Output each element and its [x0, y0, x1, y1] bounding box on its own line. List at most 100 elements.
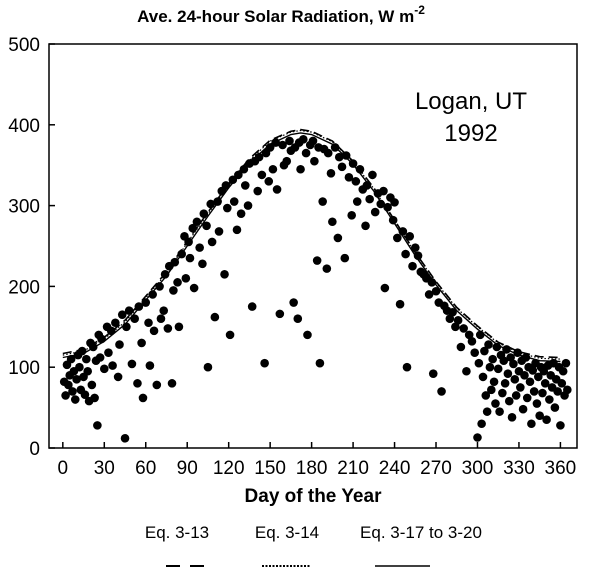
observed-point — [352, 197, 362, 206]
legend-label: Eq. 3-14 — [255, 523, 319, 542]
observed-points — [59, 135, 572, 443]
observed-point — [80, 390, 90, 399]
observed-point — [272, 185, 282, 194]
observed-point — [312, 256, 322, 265]
x-tick-label: 180 — [296, 458, 328, 479]
observed-point — [500, 379, 510, 388]
observed-point — [149, 326, 159, 336]
observed-point — [511, 391, 521, 400]
series-line-dashed — [62, 128, 561, 359]
observed-point — [315, 358, 325, 368]
observed-point — [293, 314, 303, 324]
observed-point — [467, 337, 477, 346]
y-tick-label: 200 — [8, 277, 40, 298]
observed-point — [499, 356, 509, 366]
observed-point — [334, 152, 344, 162]
observed-point — [95, 353, 105, 362]
observed-point — [223, 203, 232, 213]
observed-point — [173, 278, 182, 287]
observed-point — [557, 379, 567, 388]
x-tick-label: 240 — [379, 458, 411, 479]
observed-point — [77, 346, 87, 356]
observed-point — [68, 387, 77, 396]
observed-point — [393, 233, 402, 243]
chart-title: Ave. 24-hour Solar Radiation, W m-2 — [137, 3, 425, 26]
observed-point — [464, 330, 474, 340]
observed-point — [239, 164, 249, 174]
y-tick-label: 300 — [8, 197, 40, 218]
observed-point — [170, 257, 180, 267]
observed-point — [456, 342, 466, 352]
observed-point — [145, 361, 155, 370]
x-tick-label: 270 — [420, 458, 452, 479]
observed-point — [202, 221, 211, 231]
legend-label: Eq. 3-17 to 3-20 — [360, 523, 482, 542]
observed-point — [117, 310, 127, 319]
observed-point — [70, 395, 80, 404]
observed-point — [473, 433, 482, 442]
observed-point — [402, 362, 412, 372]
y-tick-label: 100 — [8, 358, 40, 379]
observed-point — [545, 395, 554, 404]
observed-point — [124, 306, 134, 315]
observed-point — [561, 358, 571, 368]
observed-point — [257, 170, 267, 180]
observed-point — [437, 387, 446, 396]
observed-point — [243, 201, 253, 210]
observed-point — [301, 148, 311, 158]
observed-point — [213, 197, 222, 206]
observed-point — [198, 259, 207, 269]
observed-point — [390, 198, 399, 207]
observed-point — [478, 372, 488, 382]
observed-point — [137, 338, 146, 348]
observed-point — [174, 322, 184, 332]
observed-point — [120, 434, 130, 443]
observed-point — [509, 359, 518, 369]
observed-point — [521, 353, 531, 362]
observed-point — [225, 330, 235, 340]
observed-point — [99, 364, 109, 374]
observed-point — [492, 342, 502, 352]
observed-point — [221, 181, 231, 190]
observed-point — [207, 237, 217, 247]
observed-point — [525, 377, 535, 387]
x-tick-label: 330 — [503, 458, 535, 479]
observed-point — [192, 217, 202, 227]
observed-point — [453, 316, 463, 325]
observed-point — [66, 354, 76, 364]
observed-point — [330, 143, 340, 152]
observed-point — [477, 419, 486, 429]
observed-point — [155, 282, 164, 291]
observed-point — [296, 164, 305, 174]
observed-point — [474, 358, 484, 368]
observed-point — [181, 274, 191, 283]
observed-point — [133, 379, 142, 388]
x-tick-label: 60 — [135, 458, 156, 479]
observed-point — [184, 237, 193, 247]
observed-point — [72, 375, 81, 384]
observed-point — [398, 227, 408, 236]
observed-point — [113, 372, 123, 382]
observed-point — [160, 269, 170, 279]
observed-point — [156, 314, 166, 324]
observed-point — [289, 298, 298, 307]
x-tick-label: 0 — [58, 458, 69, 479]
year-annotation: 1992 — [444, 120, 497, 147]
observed-point — [459, 324, 468, 333]
observed-point — [322, 264, 332, 273]
observed-point — [141, 298, 151, 307]
x-tick-label: 360 — [545, 458, 577, 479]
observed-point — [254, 152, 264, 162]
observed-point — [527, 419, 536, 429]
observed-point — [424, 290, 434, 299]
chart-legend: Eq. 3-13 Eq. 3-14 Eq. 3-17 to 3-20 — [145, 523, 482, 567]
observed-point — [189, 283, 199, 293]
observed-point — [310, 156, 319, 166]
observed-point — [481, 391, 491, 400]
observed-point — [169, 286, 178, 295]
observed-point — [408, 261, 417, 271]
chart-title-superscript: -2 — [414, 3, 425, 17]
observed-point — [87, 380, 97, 390]
observed-point — [111, 318, 120, 328]
observed-point — [498, 388, 507, 398]
